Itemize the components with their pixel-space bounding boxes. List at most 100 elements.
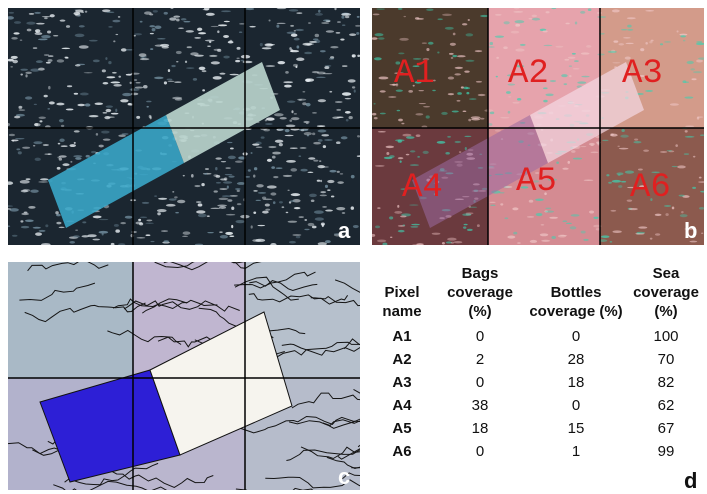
wave	[507, 83, 516, 86]
wave	[395, 83, 399, 87]
wave	[298, 216, 304, 218]
wave	[278, 142, 283, 147]
wave	[277, 61, 286, 65]
wave	[696, 59, 703, 63]
wave	[235, 59, 241, 63]
wave	[302, 90, 306, 93]
wave	[322, 206, 327, 208]
wave	[328, 57, 334, 60]
wave	[56, 221, 62, 225]
wave	[127, 103, 132, 105]
wave	[25, 219, 34, 222]
wave	[570, 214, 580, 217]
wave	[120, 99, 129, 103]
header-row: Pixel name Bags coverage (%) Bottles cover…	[368, 264, 704, 325]
wave	[617, 173, 621, 177]
contour	[342, 472, 360, 480]
wave	[130, 72, 140, 75]
wave	[372, 233, 376, 237]
wave	[409, 150, 416, 153]
wave	[289, 47, 292, 51]
wave	[34, 122, 39, 127]
wave	[75, 229, 79, 231]
wave	[500, 116, 510, 119]
wave	[60, 145, 68, 147]
wave	[468, 206, 478, 208]
wave	[549, 79, 557, 83]
wave	[426, 47, 430, 52]
wave	[206, 215, 210, 217]
wave	[519, 43, 526, 46]
wave	[665, 213, 669, 216]
wave	[18, 106, 23, 108]
contour	[154, 262, 262, 269]
wave	[293, 30, 297, 32]
wave	[682, 80, 687, 83]
wave	[376, 8, 385, 10]
wave	[680, 35, 686, 38]
wave	[26, 21, 36, 25]
wave	[320, 166, 329, 168]
wave	[100, 130, 110, 134]
wave	[204, 168, 210, 170]
wave	[488, 123, 493, 126]
wave	[589, 210, 595, 214]
wave	[616, 172, 624, 176]
wave	[336, 116, 344, 118]
wave	[506, 74, 517, 77]
wave	[517, 242, 521, 244]
wave	[341, 13, 352, 16]
wave	[458, 151, 462, 153]
wave	[564, 58, 570, 61]
wave	[684, 96, 694, 99]
wave	[77, 14, 81, 17]
wave	[34, 11, 41, 14]
wave	[209, 54, 218, 57]
column-header: Bags coverage (%)	[447, 265, 513, 320]
wave	[489, 201, 496, 203]
wave	[409, 204, 419, 206]
wave	[255, 146, 263, 148]
wave	[154, 44, 164, 47]
wave	[334, 8, 337, 11]
table-cell: 100	[653, 328, 679, 345]
contour	[64, 462, 159, 486]
wave	[106, 116, 115, 118]
wave	[540, 223, 545, 226]
wave	[650, 198, 653, 201]
wave	[227, 40, 234, 44]
wave	[219, 235, 228, 239]
table-cell: 0	[571, 397, 581, 414]
wave	[143, 84, 148, 89]
wave	[512, 101, 520, 104]
wave	[261, 196, 267, 200]
wave	[675, 144, 678, 147]
wave	[556, 161, 559, 164]
contour	[234, 271, 316, 289]
wave	[194, 243, 204, 245]
wave	[217, 30, 220, 34]
wave	[227, 199, 233, 202]
wave	[154, 25, 162, 29]
wave	[512, 207, 519, 211]
wave	[185, 30, 194, 33]
wave	[442, 13, 452, 16]
wave	[172, 191, 175, 193]
wave	[489, 111, 495, 115]
wave	[291, 110, 294, 114]
wave	[236, 189, 240, 192]
wave	[227, 141, 233, 144]
panel-a: a	[8, 8, 360, 245]
wave	[82, 221, 87, 224]
wave	[174, 98, 183, 101]
wave	[154, 195, 158, 198]
wave	[225, 213, 236, 216]
wave	[20, 220, 24, 223]
wave	[324, 139, 333, 141]
wave	[611, 9, 620, 13]
wave	[532, 180, 540, 183]
wave	[515, 48, 525, 52]
wave	[74, 64, 81, 67]
wave	[350, 206, 355, 210]
row-name: A3	[392, 374, 412, 391]
